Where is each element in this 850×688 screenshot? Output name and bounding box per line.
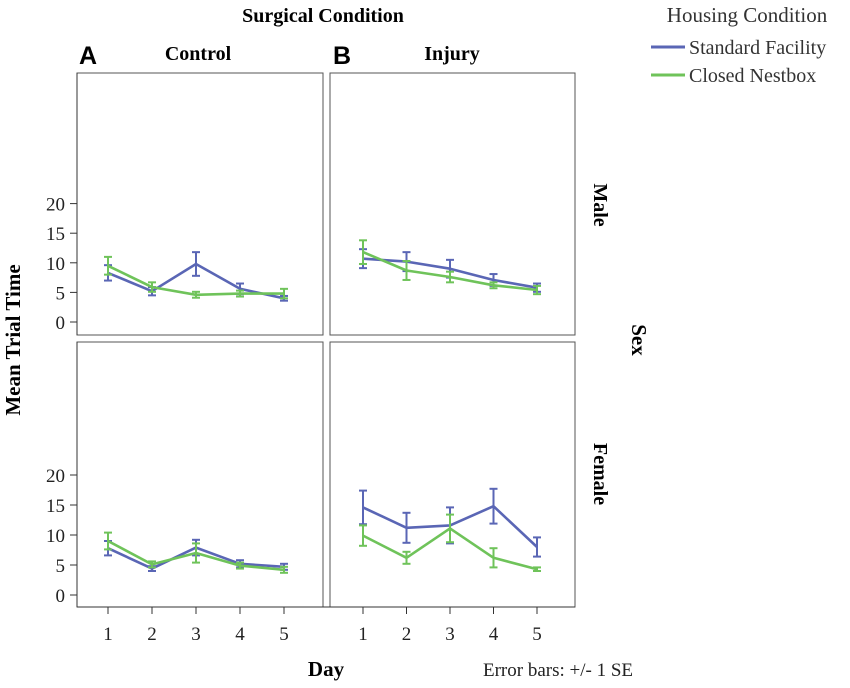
error-bar-closed-nestbox-female-injury-day2	[402, 550, 411, 565]
x-tick-label-control-3: 3	[191, 624, 201, 645]
column-header-injury: Injury	[424, 43, 480, 65]
x-tick-label-injury-1: 1	[358, 624, 368, 645]
error-bar-closed-nestbox-male-control-day4	[236, 289, 244, 298]
legend-title: Housing Condition	[667, 3, 828, 27]
x-axis-title: Day	[308, 657, 345, 681]
x-tick-label-injury-2: 2	[402, 624, 412, 645]
x-tick-label-control-1: 1	[103, 624, 113, 645]
y-axis-title: Mean Trial Time	[1, 264, 25, 415]
error-bar-closed-nestbox-female-injury-day5	[533, 566, 541, 572]
row-label-female: Female	[589, 443, 611, 505]
legend-label-closed-nestbox: Closed Nestbox	[689, 65, 816, 87]
error-bar-closed-nestbox-male-control-day1	[104, 255, 112, 276]
y-tick-label-male-20: 20	[46, 195, 65, 216]
error-bar-closed-nestbox-female-control-day1	[104, 531, 112, 551]
error-bar-closed-nestbox-male-injury-day1	[359, 239, 367, 265]
x-tick-label-injury-5: 5	[532, 624, 542, 645]
error-bar-closed-nestbox-male-control-day2	[148, 281, 156, 293]
x-tick-label-control-5: 5	[279, 624, 289, 645]
y-tick-label-male-5: 5	[56, 283, 66, 304]
axis-ticks: 0 5 10 15 20 0 5 10 15 20 1 2 3 4 5 1 2 3 4 5	[46, 195, 542, 645]
panel-female-control	[104, 531, 288, 574]
y-tick-label-female-10: 10	[46, 526, 65, 547]
y-tick-label-female-15: 15	[46, 496, 65, 517]
error-bar-closed-nestbox-male-injury-day2	[402, 260, 411, 281]
error-bar-closed-nestbox-male-injury-day3	[446, 270, 454, 284]
row-facet-label-sex: Sex	[627, 324, 651, 356]
error-bar-closed-nestbox-female-injury-day3	[446, 513, 454, 544]
error-bar-closed-nestbox-female-control-day2	[148, 560, 156, 569]
x-tick-label-control-2: 2	[147, 624, 157, 645]
y-tick-label-male-15: 15	[46, 224, 65, 245]
panel-female-injury	[359, 487, 541, 572]
error-bar-closed-nestbox-male-control-day3	[192, 290, 200, 299]
error-bar-closed-nestbox-female-control-day4	[236, 561, 244, 570]
row-label-male: Male	[589, 183, 611, 226]
x-tick-label-injury-3: 3	[445, 624, 455, 645]
x-tick-label-control-4: 4	[235, 624, 245, 645]
y-tick-label-female-5: 5	[56, 556, 66, 577]
error-bar-standard-facility-female-injury-day5	[533, 536, 541, 558]
y-tick-label-male-0: 0	[56, 313, 66, 334]
legend-label-standard-facility: Standard Facility	[689, 37, 826, 59]
series-layer	[104, 239, 541, 574]
column-header-control: Control	[165, 43, 232, 65]
x-tick-label-injury-4: 4	[489, 624, 499, 645]
legend: Housing Condition Standard Facility Clos…	[651, 3, 828, 87]
error-bar-closed-nestbox-male-injury-day4	[489, 281, 498, 290]
error-bar-standard-facility-male-control-day3	[192, 251, 200, 277]
error-bar-closed-nestbox-male-injury-day5	[533, 284, 541, 296]
error-bar-closed-nestbox-female-control-day3	[192, 542, 200, 564]
error-bar-closed-nestbox-female-injury-day1	[359, 524, 367, 547]
y-tick-label-female-20: 20	[46, 466, 65, 487]
error-bar-footnote: Error bars: +/- 1 SE	[483, 660, 633, 681]
error-bar-standard-facility-female-injury-day4	[489, 487, 498, 525]
panel-letter-b: B	[333, 42, 351, 70]
panel-male-injury	[359, 239, 541, 296]
y-tick-label-male-10: 10	[46, 254, 65, 275]
panel-letter-a: A	[79, 42, 97, 70]
chart-title: Surgical Condition	[242, 5, 404, 27]
panel-frame-male-injury	[329, 72, 576, 336]
error-bar-closed-nestbox-male-control-day5	[280, 287, 288, 300]
error-bar-closed-nestbox-female-control-day5	[280, 565, 288, 574]
panel-male-control	[104, 251, 288, 302]
error-bar-standard-facility-female-injury-day1	[359, 489, 367, 526]
error-bar-standard-facility-female-injury-day2	[402, 511, 411, 544]
y-tick-label-female-0: 0	[56, 586, 66, 607]
error-bar-closed-nestbox-female-injury-day4	[489, 547, 498, 569]
